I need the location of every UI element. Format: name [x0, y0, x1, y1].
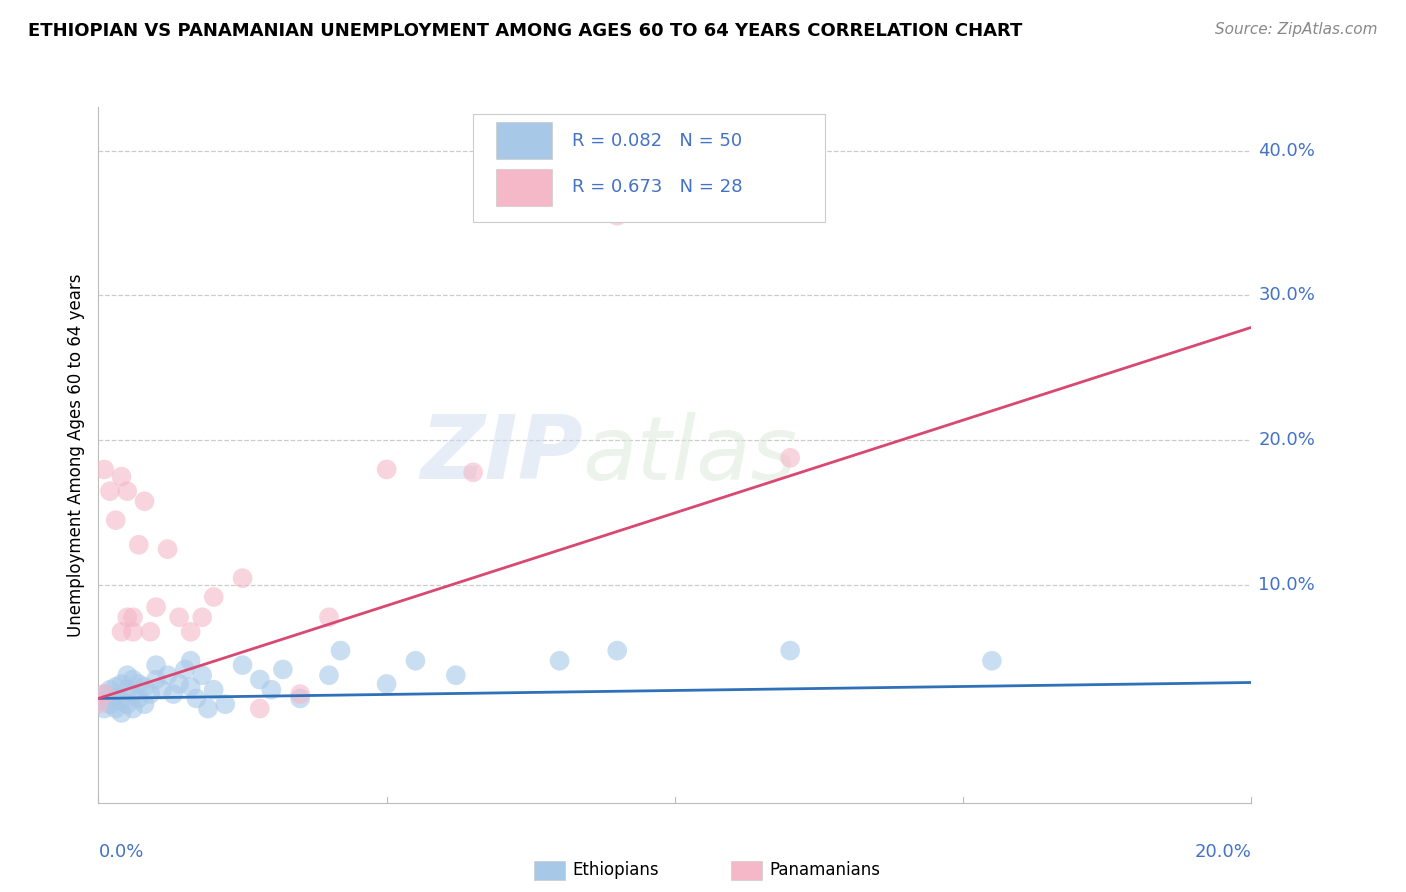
Point: [117, 668, 138, 682]
Point: [779, 643, 801, 657]
Text: Panamanians: Panamanians: [769, 861, 880, 879]
Point: [110, 469, 132, 483]
Point: [110, 677, 132, 691]
Text: R = 0.082   N = 50: R = 0.082 N = 50: [572, 132, 742, 150]
Point: [249, 701, 271, 715]
Bar: [496, 169, 551, 206]
Point: [145, 600, 167, 615]
Point: [186, 691, 208, 706]
Point: [117, 682, 138, 697]
Point: [162, 687, 184, 701]
Point: [104, 701, 127, 715]
Point: [156, 668, 179, 682]
Point: [779, 450, 801, 465]
Point: [104, 680, 127, 694]
Point: [180, 654, 202, 668]
Point: [202, 590, 225, 604]
Point: [548, 654, 571, 668]
Point: [405, 654, 427, 668]
Text: atlas: atlas: [582, 412, 797, 498]
Point: [231, 658, 254, 673]
Point: [139, 687, 162, 701]
Text: Ethiopians: Ethiopians: [572, 861, 659, 879]
Point: [260, 682, 283, 697]
Point: [128, 677, 150, 691]
Point: [122, 624, 145, 639]
Point: [104, 691, 127, 706]
Point: [249, 673, 271, 687]
Point: [93, 687, 115, 701]
Point: [87, 694, 110, 708]
Text: 0.0%: 0.0%: [98, 843, 143, 861]
Point: [122, 701, 145, 715]
Point: [145, 658, 167, 673]
Text: 20.0%: 20.0%: [1195, 843, 1251, 861]
Point: [134, 698, 156, 712]
Point: [167, 610, 190, 624]
Point: [191, 610, 214, 624]
Point: [197, 701, 219, 715]
Point: [180, 680, 202, 694]
Point: [174, 662, 197, 676]
Point: [375, 462, 398, 476]
Point: [134, 494, 156, 508]
Point: [191, 668, 214, 682]
Point: [117, 484, 138, 499]
Point: [104, 513, 127, 527]
Bar: [496, 122, 551, 159]
Point: [110, 694, 132, 708]
Point: [93, 701, 115, 715]
Point: [122, 673, 145, 687]
Point: [981, 654, 1004, 668]
Text: 20.0%: 20.0%: [1258, 432, 1315, 450]
Point: [117, 698, 138, 712]
Point: [145, 673, 167, 687]
Point: [156, 542, 179, 557]
Point: [290, 687, 312, 701]
Point: [444, 668, 467, 682]
Point: [271, 662, 294, 676]
Point: [606, 643, 628, 657]
Point: [98, 698, 121, 712]
Point: [329, 643, 352, 657]
Point: [98, 682, 121, 697]
Point: [122, 610, 145, 624]
Point: [93, 687, 115, 701]
Y-axis label: Unemployment Among Ages 60 to 64 years: Unemployment Among Ages 60 to 64 years: [66, 273, 84, 637]
Point: [128, 538, 150, 552]
Point: [318, 610, 340, 624]
Point: [202, 682, 225, 697]
Point: [180, 624, 202, 639]
Point: [167, 677, 190, 691]
Text: ZIP: ZIP: [420, 411, 582, 499]
Point: [128, 691, 150, 706]
Point: [461, 466, 484, 480]
FancyBboxPatch shape: [472, 114, 825, 222]
Point: [375, 677, 398, 691]
Text: 40.0%: 40.0%: [1258, 142, 1315, 160]
Point: [231, 571, 254, 585]
Point: [87, 698, 110, 712]
Text: 10.0%: 10.0%: [1258, 576, 1315, 594]
Point: [150, 682, 173, 697]
Point: [117, 610, 138, 624]
Point: [290, 691, 312, 706]
Point: [606, 209, 628, 223]
Point: [214, 698, 236, 712]
Text: ETHIOPIAN VS PANAMANIAN UNEMPLOYMENT AMONG AGES 60 TO 64 YEARS CORRELATION CHART: ETHIOPIAN VS PANAMANIAN UNEMPLOYMENT AMO…: [28, 22, 1022, 40]
Point: [134, 680, 156, 694]
Point: [93, 462, 115, 476]
Point: [139, 624, 162, 639]
Point: [318, 668, 340, 682]
Point: [98, 484, 121, 499]
Point: [110, 624, 132, 639]
Point: [122, 687, 145, 701]
Point: [110, 706, 132, 720]
Text: Source: ZipAtlas.com: Source: ZipAtlas.com: [1215, 22, 1378, 37]
Text: 30.0%: 30.0%: [1258, 286, 1315, 304]
Text: R = 0.673   N = 28: R = 0.673 N = 28: [572, 178, 742, 196]
